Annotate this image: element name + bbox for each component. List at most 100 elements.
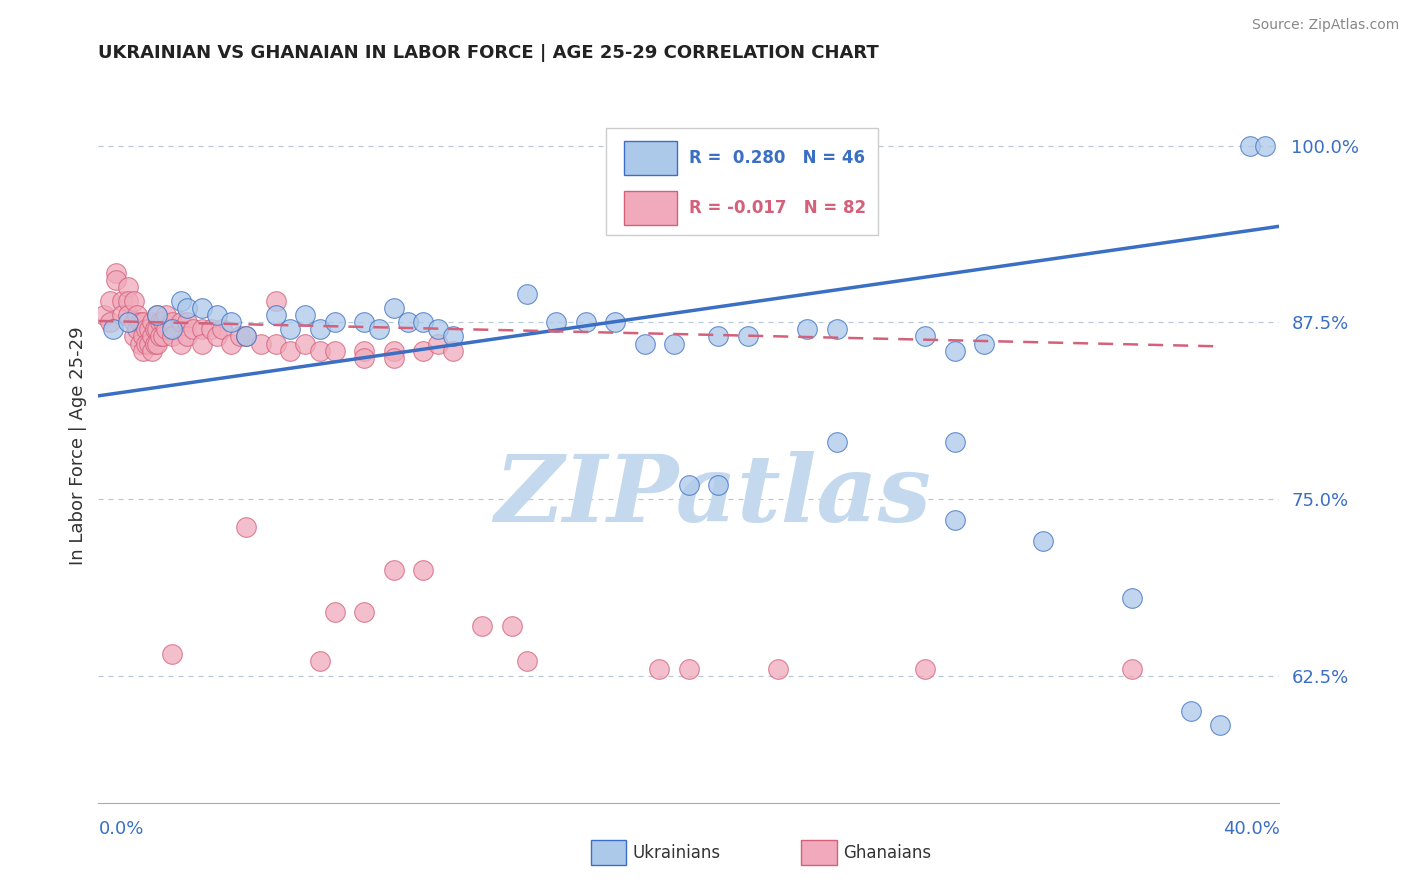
Point xyxy=(229,329,252,343)
Point xyxy=(914,662,936,676)
Point xyxy=(323,343,346,358)
Point xyxy=(1239,138,1261,153)
Point xyxy=(737,329,759,343)
Point xyxy=(353,605,375,619)
Point xyxy=(128,336,150,351)
Point xyxy=(117,308,139,322)
Y-axis label: In Labor Force | Age 25-29: In Labor Force | Age 25-29 xyxy=(69,326,87,566)
Point xyxy=(605,315,627,329)
Text: Source: ZipAtlas.com: Source: ZipAtlas.com xyxy=(1251,18,1399,32)
Point xyxy=(633,336,655,351)
Point xyxy=(146,336,169,351)
FancyBboxPatch shape xyxy=(624,141,678,175)
Point xyxy=(141,343,163,358)
Point xyxy=(146,308,169,322)
Point xyxy=(368,322,391,336)
Point xyxy=(353,315,375,329)
Point xyxy=(501,619,523,633)
Point xyxy=(125,322,148,336)
Point xyxy=(103,322,125,336)
Point xyxy=(138,336,160,351)
Point xyxy=(427,322,450,336)
Point xyxy=(412,315,434,329)
Point xyxy=(264,294,287,309)
Point xyxy=(825,435,848,450)
Point xyxy=(105,273,128,287)
Point xyxy=(235,520,257,534)
Point xyxy=(191,336,214,351)
Point xyxy=(323,315,346,329)
Point xyxy=(471,619,494,633)
Point xyxy=(125,308,148,322)
Point xyxy=(1209,718,1232,732)
Point xyxy=(382,343,405,358)
Point xyxy=(264,336,287,351)
Point xyxy=(412,343,434,358)
Point xyxy=(914,329,936,343)
Point xyxy=(162,329,183,343)
Point xyxy=(396,315,419,329)
Point xyxy=(135,336,157,351)
Point xyxy=(382,301,405,316)
Point xyxy=(574,315,596,329)
Point xyxy=(664,336,686,351)
Point xyxy=(1032,534,1054,549)
Point xyxy=(181,322,204,336)
Text: R = -0.017   N = 82: R = -0.017 N = 82 xyxy=(689,199,866,217)
Point xyxy=(205,308,228,322)
Point xyxy=(155,322,177,336)
Point xyxy=(441,329,464,343)
Point xyxy=(309,655,332,669)
Point xyxy=(122,329,145,343)
Point xyxy=(152,315,174,329)
Point xyxy=(122,315,145,329)
Point xyxy=(143,336,166,351)
Point xyxy=(943,513,966,527)
Point xyxy=(1180,704,1202,718)
Point xyxy=(412,563,434,577)
Point xyxy=(943,435,966,450)
Point xyxy=(98,315,121,329)
Point xyxy=(191,322,214,336)
Point xyxy=(149,329,172,343)
Point xyxy=(191,301,214,316)
Point xyxy=(235,329,257,343)
Point xyxy=(128,315,150,329)
Point xyxy=(309,343,332,358)
Point xyxy=(1121,662,1143,676)
Point xyxy=(122,294,145,309)
FancyBboxPatch shape xyxy=(606,128,877,235)
Point xyxy=(219,315,242,329)
Point xyxy=(707,329,730,343)
Point xyxy=(294,308,316,322)
Point xyxy=(132,343,155,358)
Point xyxy=(678,662,700,676)
Point xyxy=(117,280,139,294)
Point xyxy=(141,329,163,343)
Point xyxy=(155,308,177,322)
Text: 0.0%: 0.0% xyxy=(98,820,143,838)
Point xyxy=(111,294,134,309)
Point xyxy=(146,308,169,322)
Point xyxy=(117,315,139,329)
Point xyxy=(170,336,193,351)
Point xyxy=(93,308,115,322)
Point xyxy=(141,315,163,329)
Point xyxy=(211,322,233,336)
Point xyxy=(323,605,346,619)
Point xyxy=(170,315,193,329)
Point xyxy=(98,294,121,309)
FancyBboxPatch shape xyxy=(624,191,678,225)
Point xyxy=(515,655,537,669)
Text: Ukrainians: Ukrainians xyxy=(633,844,721,862)
Point xyxy=(170,294,193,309)
Point xyxy=(219,336,242,351)
Point xyxy=(132,315,155,329)
Point xyxy=(382,351,405,365)
Point xyxy=(152,329,174,343)
Point xyxy=(943,343,966,358)
Point xyxy=(264,308,287,322)
Point xyxy=(1254,138,1277,153)
Point xyxy=(825,322,848,336)
Point xyxy=(162,315,183,329)
